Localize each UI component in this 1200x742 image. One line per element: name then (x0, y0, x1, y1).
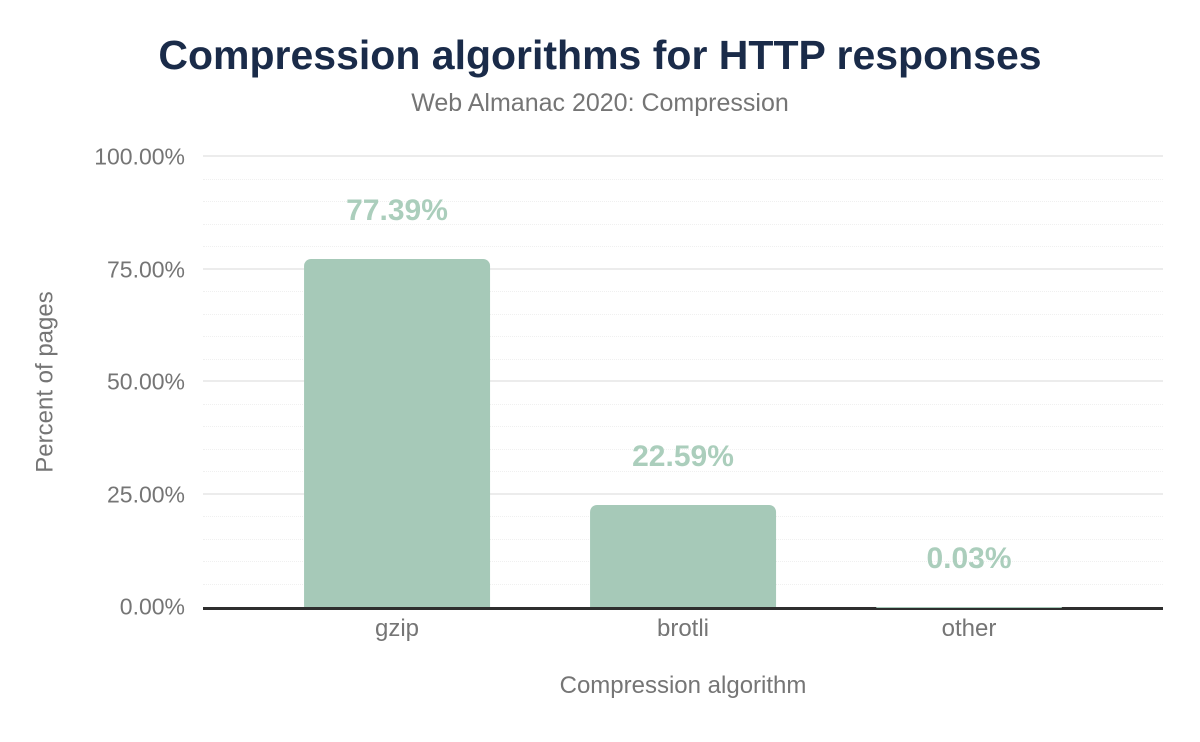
y-tick-label-75: 75.00% (106, 256, 185, 282)
gridline-minor (203, 246, 1163, 247)
bars-container: 77.39% 22.59% 0.03% (203, 157, 1163, 607)
gridline-minor (203, 291, 1163, 292)
value-label-brotli: 22.59% (632, 440, 734, 474)
gridline-minor (203, 178, 1163, 180)
gridline-minor (203, 313, 1163, 315)
bar-slot-gzip: 77.39% (254, 157, 540, 607)
plot-area: 77.39% 22.59% 0.03% (203, 155, 1163, 610)
value-label-gzip: 77.39% (346, 193, 448, 227)
gridline-major (203, 155, 1163, 157)
chart-subtitle: Web Almanac 2020: Compression (411, 89, 789, 117)
x-label-brotli: brotli (656, 615, 710, 642)
y-tick-label-50: 50.00% (106, 368, 185, 395)
bar-gzip[interactable] (304, 258, 490, 607)
gridline-minor (203, 358, 1163, 360)
y-axis-ticks: 0.00% 25.00% 50.00% 75.00% 100.00% (0, 144, 185, 620)
gridline-minor (203, 426, 1163, 427)
chart-title: Compression algorithms for HTTP response… (158, 32, 1042, 78)
bar-brotli[interactable] (590, 505, 776, 607)
gridline-major (203, 380, 1163, 382)
y-tick-label-25: 25.00% (106, 481, 185, 507)
x-axis-labels: gzip brotli other (203, 615, 1163, 643)
gridline-minor (203, 471, 1163, 472)
y-tick-label-0: 0.00% (119, 593, 185, 620)
value-label-other: 0.03% (926, 541, 1012, 575)
gridline-minor (203, 448, 1163, 450)
x-label-gzip: gzip (374, 615, 420, 642)
x-label-other: other (941, 615, 997, 642)
y-tick-label-100: 100.00% (94, 143, 185, 170)
bar-slot-brotli: 22.59% (540, 157, 826, 607)
gridline-minor (203, 336, 1163, 337)
gridline-major (203, 267, 1163, 270)
gridline-major (203, 492, 1163, 495)
gridline-minor (203, 201, 1163, 202)
x-axis-title: Compression algorithm (559, 672, 807, 699)
bar-slot-other: 0.03% (826, 157, 1112, 607)
gridline-minor (203, 223, 1163, 225)
gridline-minor (203, 403, 1163, 405)
